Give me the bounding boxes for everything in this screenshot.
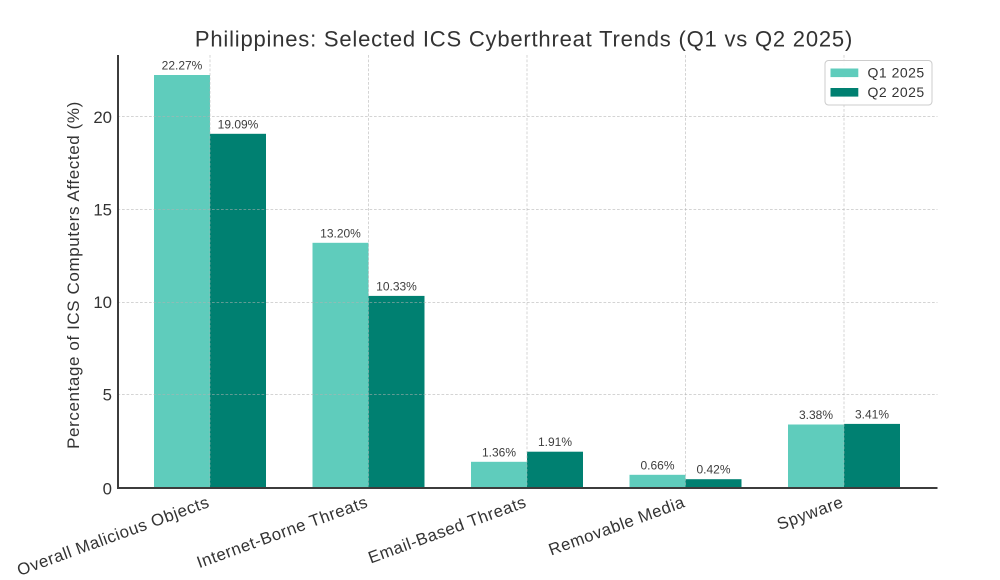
svg-text:5: 5 — [103, 386, 112, 405]
svg-text:10.33%: 10.33% — [376, 279, 417, 293]
svg-text:22.27%: 22.27% — [162, 59, 203, 73]
svg-text:Q2 2025: Q2 2025 — [868, 84, 925, 100]
svg-text:3.38%: 3.38% — [799, 408, 833, 422]
svg-text:3.41%: 3.41% — [855, 407, 889, 421]
svg-text:13.20%: 13.20% — [320, 226, 361, 240]
svg-text:10: 10 — [93, 293, 112, 312]
svg-text:Percentage of ICS Computers Af: Percentage of ICS Computers Affected (%) — [64, 101, 83, 449]
svg-text:Q1 2025: Q1 2025 — [868, 65, 925, 81]
svg-text:1.91%: 1.91% — [538, 435, 572, 449]
svg-text:0: 0 — [103, 479, 112, 498]
svg-text:20: 20 — [93, 108, 112, 127]
svg-text:19.09%: 19.09% — [218, 117, 259, 131]
svg-text:Philippines: Selected ICS Cybe: Philippines: Selected ICS Cyberthreat Tr… — [195, 26, 853, 51]
svg-text:15: 15 — [93, 201, 112, 220]
svg-text:1.36%: 1.36% — [482, 445, 516, 459]
svg-text:0.66%: 0.66% — [640, 458, 674, 472]
svg-text:0.42%: 0.42% — [696, 463, 730, 477]
